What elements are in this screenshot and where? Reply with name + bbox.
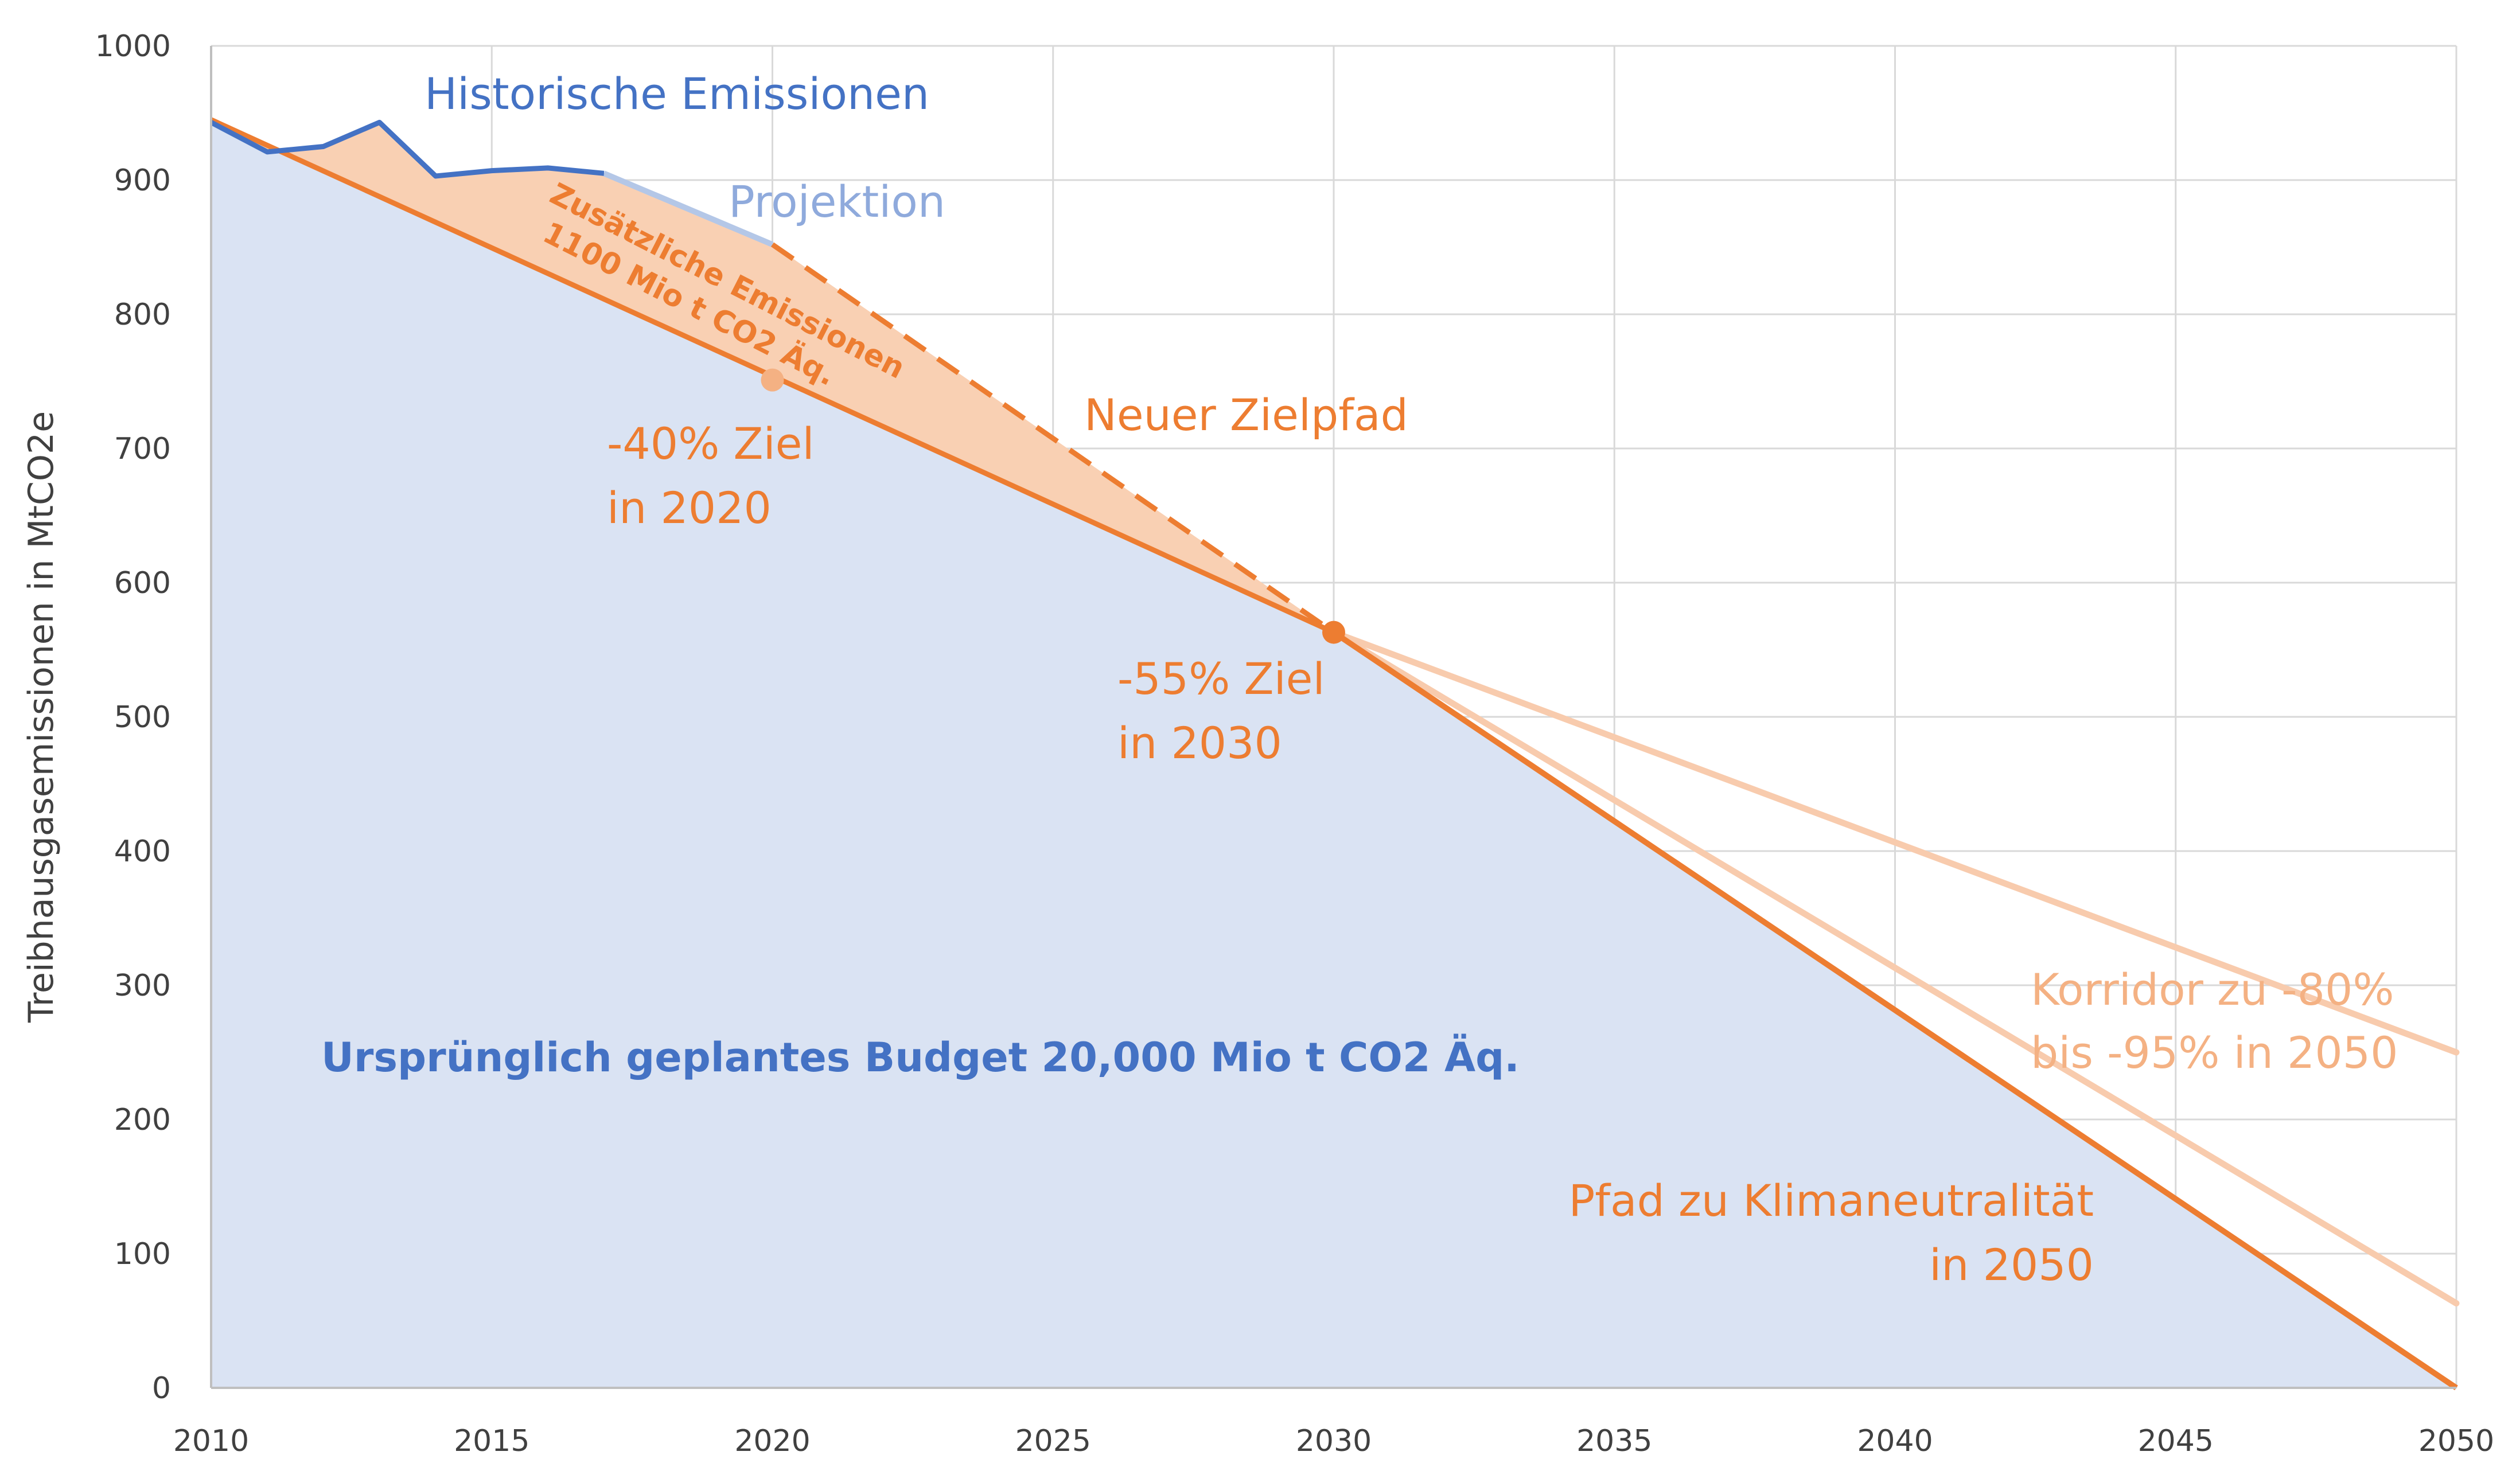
label-projection: Projektion [729,176,945,227]
y-tick-label-400: 400 [114,834,171,869]
y-tick-label-800: 800 [114,298,171,332]
label-target-2020-2: in 2020 [607,482,772,533]
marker-2030-target [1322,621,1345,644]
y-tick-label-700: 700 [114,432,171,466]
markers [761,368,1345,644]
line-neutrality-2050 [1332,630,2458,1391]
x-tick-label-2025: 2025 [1015,1424,1091,1458]
y-axis-title: Treibhausgasemissionen in MtCO2e [21,411,61,1023]
x-tick-label-2050: 2050 [2418,1424,2494,1458]
y-tick-label-300: 300 [114,969,171,1003]
x-tick-label-2035: 2035 [1576,1424,1652,1458]
line-corridor-80 [1330,629,2460,1056]
line-corridor-95 [1330,629,2460,1307]
x-tick-label-2010: 2010 [173,1424,249,1458]
axes: 0 100 200 300 400 500 600 700 800 900 1000 2010 2015… [21,29,2494,1458]
y-tick-label-0: 0 [152,1371,171,1406]
label-historical: Historische Emissionen [424,68,929,119]
label-new-path: Neuer Zielpfad [1084,389,1408,440]
line-projection [602,170,774,247]
line-new-target-path [770,242,1335,635]
y-tick-label-100: 100 [114,1237,171,1271]
x-tick-label-2020: 2020 [734,1424,810,1458]
y-tick-label-600: 600 [114,566,171,600]
label-target-2030-1: -55% Ziel [1117,653,1325,704]
label-budget: Ursprünglich geplantes Budget 20,000 Mio… [321,1034,1520,1081]
y-tick-label-1000: 1000 [95,29,171,64]
line-historical [209,119,605,179]
x-tick-label-2045: 2045 [2138,1424,2214,1458]
label-corridor-2: bis -95% in 2050 [2031,1027,2398,1078]
y-tick-label-500: 500 [114,700,171,735]
label-corridor-1: Korridor zu -80% [2031,964,2394,1015]
label-neutral-1: Pfad zu Klimaneutralität [1568,1175,2094,1226]
y-tick-label-200: 200 [114,1103,171,1137]
x-tick-label-2015: 2015 [454,1424,529,1458]
x-tick-label-2040: 2040 [1857,1424,1933,1458]
x-tick-label-2030: 2030 [1296,1424,1372,1458]
marker-2020-target [761,368,784,392]
label-neutral-2: in 2050 [1929,1239,2094,1290]
series-lines [209,117,2460,1391]
label-target-2020-1: -40% Ziel [607,418,815,469]
y-tick-label-900: 900 [114,163,171,198]
budget-area [211,119,2456,1388]
label-target-2030-2: in 2030 [1117,717,1282,768]
